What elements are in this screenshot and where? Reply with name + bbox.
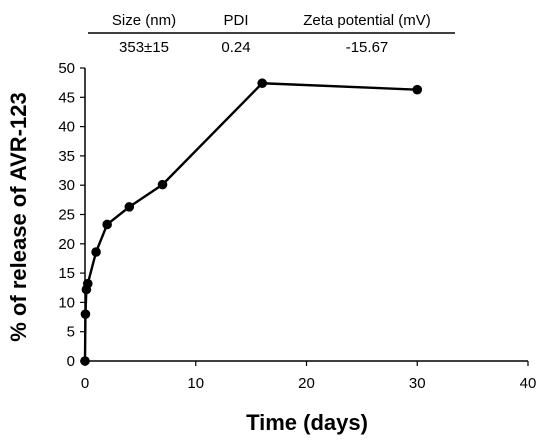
y-tick-label: 30	[58, 177, 75, 194]
x-tick-label: 40	[520, 375, 537, 392]
data-point	[257, 78, 268, 89]
data-series	[80, 78, 423, 366]
data-point	[157, 179, 168, 190]
data-point	[91, 247, 101, 257]
y-tick-label: 50	[58, 60, 75, 77]
data-point	[102, 219, 112, 230]
y-tick-label: 10	[58, 294, 75, 311]
data-point	[412, 84, 423, 95]
x-tick-label: 0	[81, 375, 89, 392]
table-header-size: Size (nm)	[112, 12, 176, 29]
x-tick-label: 10	[187, 375, 204, 392]
table-value-size: 353±15	[119, 39, 169, 56]
table-value-zeta: -15.67	[346, 39, 389, 56]
y-tick-label: 0	[67, 353, 75, 370]
x-ticks: 0 10 20 30 40	[81, 361, 537, 392]
table-header-zeta: Zeta potential (mV)	[303, 12, 431, 29]
series-line	[83, 82, 418, 362]
data-point	[124, 202, 135, 212]
y-tick-label: 45	[58, 89, 75, 106]
data-point	[82, 278, 93, 289]
data-point	[80, 356, 90, 366]
y-tick-label: 20	[58, 236, 75, 253]
x-tick-label: 20	[298, 375, 315, 392]
y-ticks: 0 5 10 15 20 25 30 35 40 45 50	[58, 60, 85, 370]
y-tick-label: 5	[67, 324, 75, 341]
x-axis-title: Time (days)	[246, 410, 368, 435]
table-header-pdi: PDI	[223, 12, 248, 29]
data-point	[80, 309, 91, 319]
table-value-pdi: 0.24	[221, 39, 250, 56]
x-tick-label: 30	[409, 375, 426, 392]
properties-table: Size (nm) PDI Zeta potential (mV) 353±15…	[88, 12, 455, 56]
y-tick-label: 15	[58, 265, 75, 282]
y-tick-label: 25	[58, 207, 75, 224]
y-tick-label: 40	[58, 119, 75, 136]
y-axis-title: % of release of AVR-123	[6, 92, 31, 341]
y-tick-label: 35	[58, 148, 75, 165]
